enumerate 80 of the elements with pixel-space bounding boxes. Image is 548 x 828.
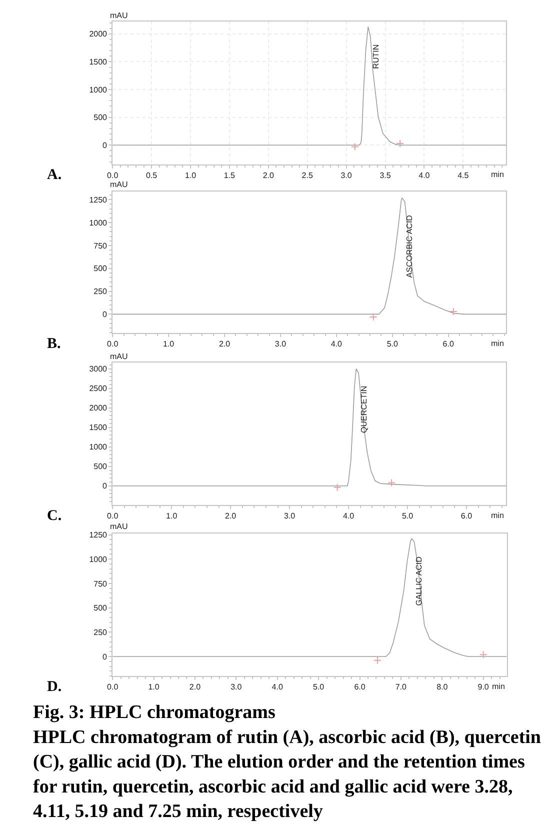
x-tick-label: 3.0: [284, 512, 296, 521]
y-tick-label: 750: [94, 579, 108, 588]
y-tick-label: 2500: [89, 384, 108, 394]
x-tick-label: 4.0: [330, 340, 343, 349]
x-tick-label: 4.5: [458, 170, 470, 180]
y-tick-label: 2000: [89, 30, 108, 39]
x-tick-label: 3.0: [230, 682, 242, 692]
line-series: [112, 26, 506, 146]
y-tick-label: 500: [94, 113, 108, 122]
y-tick-label: 1500: [89, 423, 108, 432]
text: B.: [47, 336, 62, 352]
x-tick-label: 1.0: [162, 340, 175, 349]
text: A.: [47, 167, 62, 183]
x-tick-label: 5.0: [386, 340, 399, 349]
x-tick-label: 4.0: [272, 682, 284, 692]
annotation: QUERCETIN: [359, 386, 368, 433]
x-axis-title: min: [491, 339, 504, 348]
text: D.: [47, 679, 62, 695]
x-tick-label: 6.0: [460, 512, 473, 521]
text: HPLC chromatogram of rutin (A), ascorbic acid (B), quercetin (C), gallic acid (D). The elution order and the retention times for rutin, quercetin, ascorbic acid and gallic acid were 3.28, 4.11, 5.19 and 7.25 min, respectively: [33, 727, 542, 822]
x-tick-label: 1.0: [184, 170, 197, 180]
line-series: [112, 197, 506, 315]
x-tick-label: 3.0: [274, 340, 287, 349]
y-tick-label: 1500: [89, 58, 108, 67]
x-tick-label: 2.5: [302, 170, 314, 180]
y-axis-title: mAU: [110, 11, 128, 20]
x-tick-label: 5.0: [312, 682, 325, 692]
y-tick-label: 750: [94, 241, 108, 250]
x-tick-label: 6.0: [442, 340, 454, 349]
annotation: ASCORBIC ACID: [405, 214, 414, 278]
x-tick-label: 6.0: [354, 682, 366, 692]
x-tick-label: 0.0: [107, 682, 119, 692]
x-axis-title: min: [491, 170, 504, 179]
y-tick-label: 500: [94, 462, 108, 472]
x-tick-label: 3.0: [340, 170, 352, 180]
y-tick-label: 1000: [89, 554, 108, 564]
y-tick-label: 2000: [89, 404, 108, 413]
x-tick-label: 8.0: [436, 682, 448, 692]
x-tick-label: 2.0: [189, 682, 202, 692]
y-tick-label: 3000: [89, 364, 108, 374]
x-tick-label: 1.5: [224, 170, 236, 180]
x-tick-label: 4.0: [418, 170, 430, 180]
x-tick-label: 4.0: [342, 512, 355, 521]
y-tick-label: 1000: [89, 85, 108, 94]
x-tick-label: 2.0: [224, 512, 237, 521]
annotation: RUTIN: [371, 44, 380, 69]
x-tick-label: 0.5: [146, 170, 158, 180]
x-tick-label: 1.0: [166, 512, 178, 521]
y-tick-label: 0: [102, 140, 108, 150]
y-tick-label: 0: [102, 652, 108, 662]
x-tick-label: 5.0: [402, 512, 414, 521]
x-tick-label: 9.0: [478, 682, 490, 692]
x-tick-label: 3.5: [380, 170, 392, 180]
caption: Fig. 3: HPLC chromatograms: [33, 702, 276, 723]
x-tick-label: 2.0: [262, 170, 275, 180]
x-tick-label: 1.0: [148, 682, 160, 692]
y-axis-title: mAU: [110, 352, 128, 361]
y-tick-label: 500: [94, 604, 108, 613]
y-tick-label: 1250: [89, 530, 108, 540]
x-tick-label: 2.0: [218, 340, 231, 349]
x-tick-label: 0.0: [107, 512, 119, 521]
x-axis-title: min: [492, 682, 505, 691]
y-tick-label: 1000: [89, 442, 108, 452]
y-tick-label: 0: [102, 482, 108, 491]
y-axis-title: mAU: [110, 180, 128, 189]
y-tick-label: 500: [94, 264, 108, 274]
x-tick-label: 0.0: [107, 170, 119, 180]
text: C.: [47, 508, 62, 524]
y-tick-label: 1250: [89, 195, 108, 204]
line-series: [112, 538, 507, 657]
y-tick-label: 1000: [89, 218, 108, 228]
y-axis-title: mAU: [110, 522, 128, 531]
y-tick-label: 250: [94, 628, 108, 637]
y-tick-label: 0: [102, 310, 108, 320]
x-axis-title: min: [491, 511, 504, 520]
line-series: [112, 368, 506, 486]
annotation: GALLIC ACID: [414, 556, 424, 606]
x-tick-label: 0.0: [107, 340, 119, 349]
x-tick-label: 7.0: [395, 682, 408, 692]
y-tick-label: 250: [94, 287, 108, 296]
